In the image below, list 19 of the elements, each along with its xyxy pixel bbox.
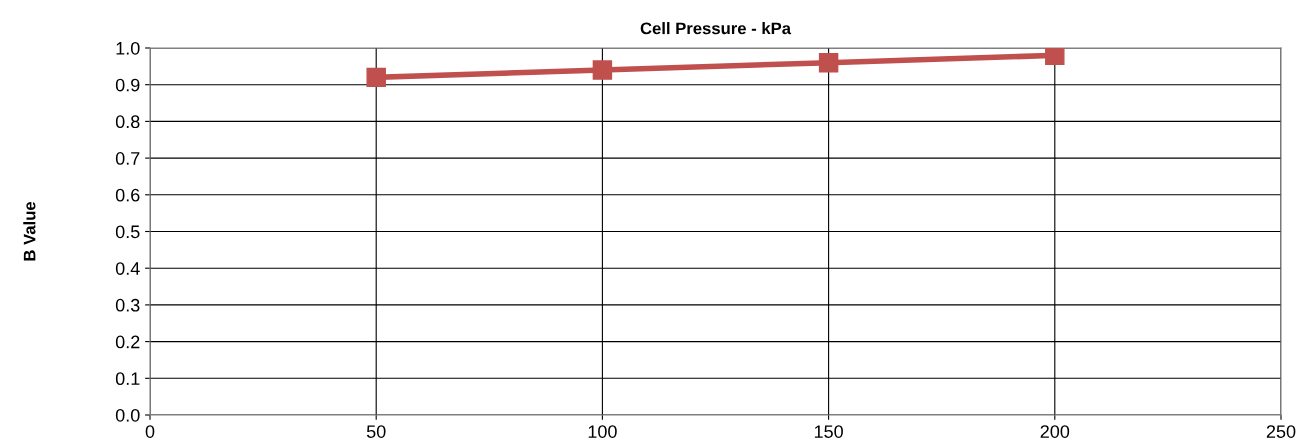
y-tick-label: 0.8 [115, 115, 140, 129]
y-tick-label: 0.1 [115, 372, 140, 386]
y-tick-label: 0.9 [115, 78, 140, 92]
chart-title: Cell Pressure - kPa [640, 22, 792, 35]
y-tick-label: 0.0 [115, 408, 140, 422]
x-tick-label: 0 [145, 425, 155, 438]
y-tick-label: 0.7 [115, 152, 140, 165]
y-tick-label: 1.0 [116, 41, 140, 55]
x-tick-label: 100 [588, 425, 617, 438]
x-tick-label: 50 [366, 425, 386, 438]
x-tick-label: 150 [814, 425, 843, 438]
y-tick-label: 0.5 [115, 225, 140, 239]
y-axis-title: B Value [23, 201, 36, 261]
x-tick-label: 250 [1266, 425, 1296, 438]
y-tick-label: 0.3 [115, 298, 140, 312]
y-tick-label: 0.6 [115, 188, 140, 202]
x-tick-label: 200 [1040, 425, 1070, 438]
y-tick-label: 0.2 [115, 335, 140, 349]
y-tick-label: 0.4 [115, 262, 140, 275]
